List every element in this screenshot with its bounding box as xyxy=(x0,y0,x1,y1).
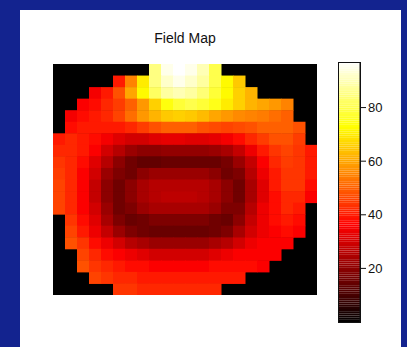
html-text:Field Map: Field Map xyxy=(154,30,216,46)
svg-text:80: 80 xyxy=(368,100,382,115)
svg-text:20: 20 xyxy=(368,261,382,276)
svg-text:60: 60 xyxy=(368,154,382,169)
svg-text:40: 40 xyxy=(368,207,382,222)
